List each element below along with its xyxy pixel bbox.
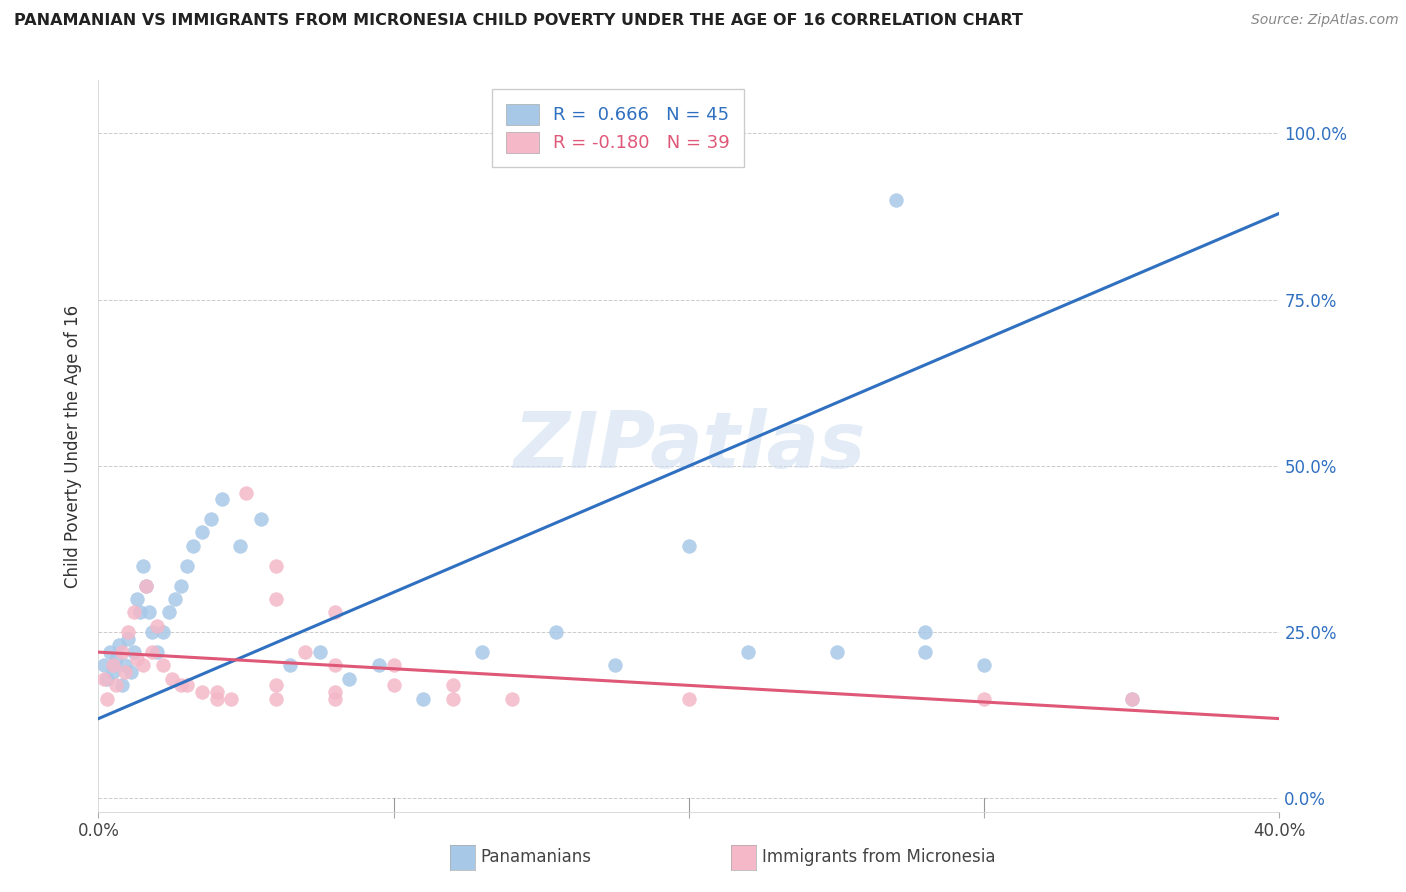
Point [323,685,346,699]
Y-axis label: Child Poverty Under the Age of 16: Child Poverty Under the Age of 16 [65,304,83,588]
Point [146,645,169,659]
Point [323,691,346,706]
Point [678,539,700,553]
Text: Panamanians: Panamanians [481,848,592,866]
Point [138,605,160,619]
Point [181,539,204,553]
Point [264,558,287,573]
Point [152,658,174,673]
Point [162,672,183,686]
Point [122,605,145,619]
Point [125,591,148,606]
Point [141,645,163,659]
Point [114,665,136,679]
Point [103,665,125,679]
Point [132,658,155,673]
Point [264,678,287,692]
Point [973,691,995,706]
Point [1121,691,1143,706]
Point [339,672,360,686]
Point [152,625,174,640]
Point [128,605,150,619]
Point [117,625,139,640]
Point [471,645,494,659]
Legend: R =  0.666   N = 45, R = -0.180   N = 39: R = 0.666 N = 45, R = -0.180 N = 39 [492,89,744,167]
Point [825,645,848,659]
Point [501,691,523,706]
Point [678,691,700,706]
Point [170,579,193,593]
Point [176,558,198,573]
Point [103,658,125,673]
Point [441,678,464,692]
Point [264,591,287,606]
Point [96,672,118,686]
Point [211,492,233,507]
Point [294,645,316,659]
Point [191,525,214,540]
Text: Immigrants from Micronesia: Immigrants from Micronesia [762,848,995,866]
Point [135,579,157,593]
Point [229,539,252,553]
Point [114,658,136,673]
Point [884,193,907,207]
Point [135,579,157,593]
Point [309,645,332,659]
Point [132,558,155,573]
Text: PANAMANIAN VS IMMIGRANTS FROM MICRONESIA CHILD POVERTY UNDER THE AGE OF 16 CORRE: PANAMANIAN VS IMMIGRANTS FROM MICRONESIA… [14,13,1024,29]
Point [264,691,287,706]
Point [165,591,187,606]
Point [914,625,936,640]
Point [219,691,242,706]
Point [98,645,121,659]
Point [191,685,214,699]
Point [120,665,142,679]
Point [737,645,759,659]
Point [105,652,128,666]
Point [146,618,169,632]
Text: ZIPatlas: ZIPatlas [513,408,865,484]
Point [200,512,222,526]
Point [973,658,995,673]
Point [157,605,180,619]
Point [105,678,128,692]
Point [382,678,405,692]
Text: Source: ZipAtlas.com: Source: ZipAtlas.com [1251,13,1399,28]
Point [96,691,118,706]
Point [441,691,464,706]
Point [205,691,228,706]
Point [108,639,131,653]
Point [125,652,148,666]
Point [93,672,115,686]
Point [605,658,627,673]
Point [323,605,346,619]
Point [111,678,134,692]
Point [176,678,198,692]
Point [382,658,405,673]
Point [205,685,228,699]
Point [1121,691,1143,706]
Point [323,658,346,673]
Point [278,658,302,673]
Point [368,658,391,673]
Point [122,645,145,659]
Point [170,678,193,692]
Point [412,691,434,706]
Point [546,625,568,640]
Point [235,485,257,500]
Point [914,645,936,659]
Point [93,658,115,673]
Point [141,625,163,640]
Point [250,512,273,526]
Point [111,645,134,659]
Point [117,632,139,646]
